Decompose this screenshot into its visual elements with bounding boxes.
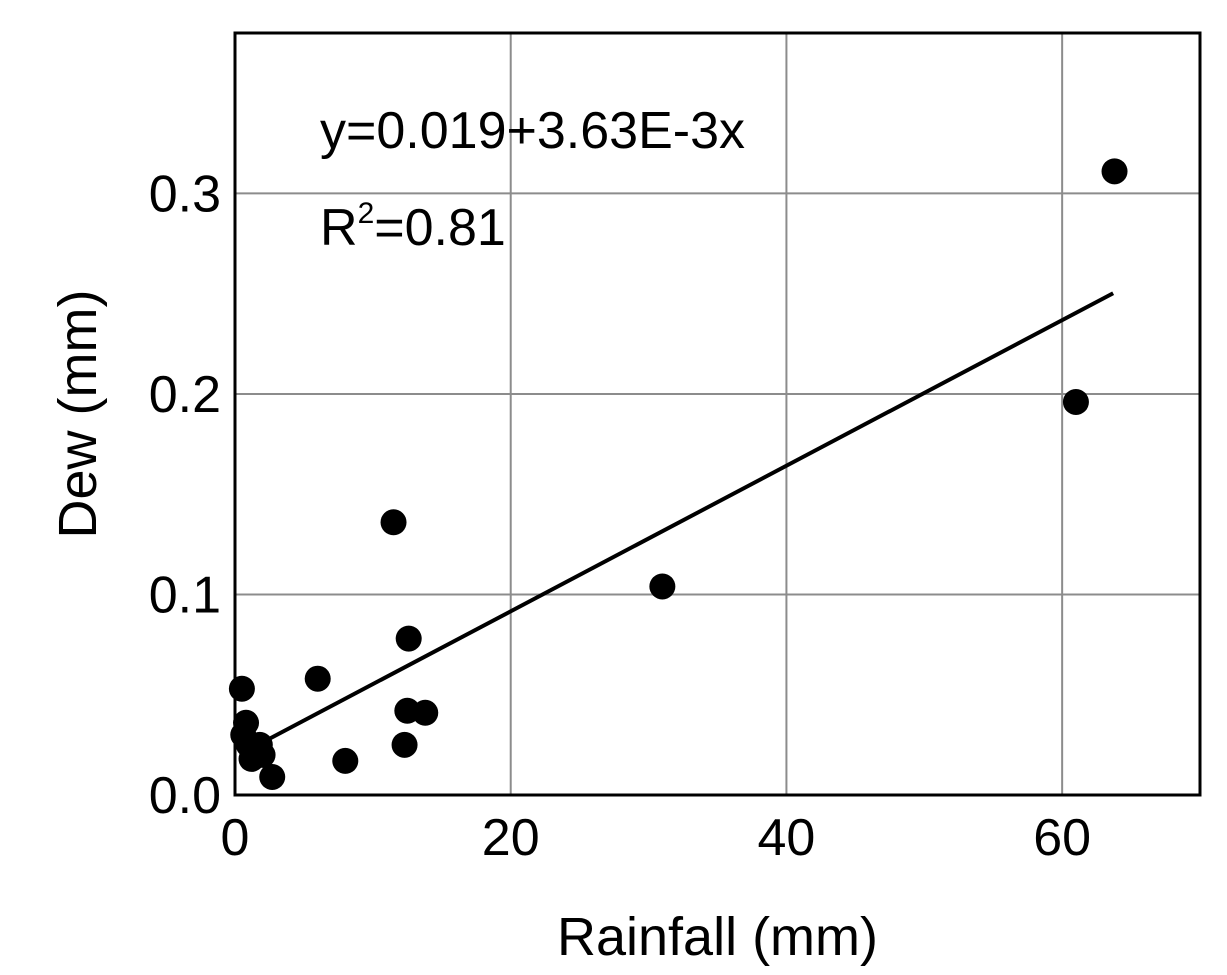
x-tick-label: 60 <box>1033 809 1091 867</box>
data-point <box>259 763 286 790</box>
data-point <box>249 741 276 768</box>
data-point <box>233 709 260 736</box>
r-squared-prefix: R <box>320 199 358 257</box>
r-squared-superscript: 2 <box>358 197 375 230</box>
data-point <box>412 699 439 726</box>
data-point <box>649 573 676 600</box>
x-tick-label: 20 <box>482 809 540 867</box>
data-point <box>395 625 422 652</box>
regression-line <box>261 291 1115 745</box>
grid <box>235 33 1200 795</box>
plot-frame <box>233 31 1202 797</box>
y-tick-label: 0.3 <box>149 165 221 223</box>
x-axis-label: Rainfall (mm) <box>557 907 878 967</box>
y-axis-label: Dew (mm) <box>48 290 108 539</box>
data-point <box>391 731 418 758</box>
tick-labels: 0 20 40 60 0.0 0.1 0.2 0.3 <box>149 165 1091 867</box>
r-squared-annotation: R2=0.81 <box>320 197 506 257</box>
data-point <box>332 747 359 774</box>
equation-annotation: y=0.019+3.63E-3x <box>320 102 745 160</box>
data-point <box>380 509 407 536</box>
y-tick-label: 0.0 <box>149 767 221 825</box>
data-point <box>228 675 255 702</box>
x-tick-label: 40 <box>758 809 816 867</box>
x-tick-label: 0 <box>221 809 250 867</box>
r-squared-value: =0.81 <box>374 199 506 257</box>
data-points <box>228 158 1128 790</box>
data-point <box>304 665 331 692</box>
data-point <box>1101 158 1128 185</box>
y-tick-label: 0.1 <box>149 566 221 624</box>
y-tick-label: 0.2 <box>149 366 221 424</box>
data-point <box>1062 388 1089 415</box>
